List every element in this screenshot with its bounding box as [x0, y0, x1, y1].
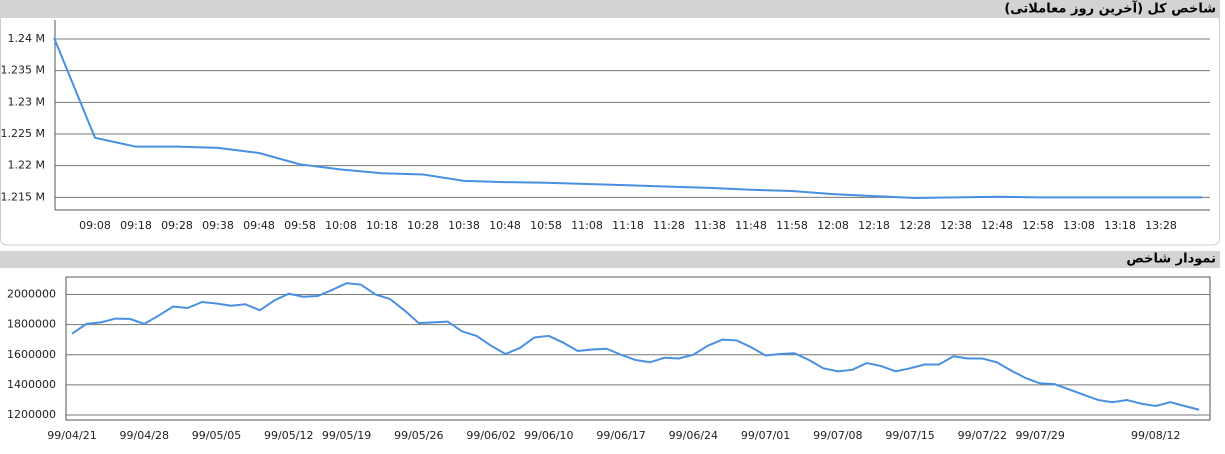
- x-tick-label: 09:28: [161, 219, 193, 232]
- x-tick-label: 10:08: [325, 219, 357, 232]
- x-tick-label: 11:18: [612, 219, 644, 232]
- x-tick-label: 99/06/02: [466, 429, 515, 442]
- panel-title: نمودار شاخص: [1126, 252, 1216, 267]
- y-tick-label: 1.23 M: [8, 95, 45, 108]
- y-tick-label: 1.215 M: [1, 190, 45, 203]
- x-tick-label: 99/06/17: [596, 429, 645, 442]
- x-tick-label: 11:58: [776, 219, 808, 232]
- x-tick-label: 13:18: [1104, 219, 1136, 232]
- x-tick-label: 13:28: [1145, 219, 1177, 232]
- x-tick-label: 09:58: [284, 219, 316, 232]
- x-tick-label: 99/06/10: [524, 429, 573, 442]
- x-tick-label: 11:38: [694, 219, 726, 232]
- x-tick-label: 99/07/15: [885, 429, 934, 442]
- y-tick-label: 1.225 M: [1, 127, 45, 140]
- x-tick-label: 09:18: [120, 219, 152, 232]
- x-tick-label: 12:38: [940, 219, 972, 232]
- x-tick-label: 12:08: [817, 219, 849, 232]
- y-tick-label: 1800000: [7, 318, 56, 331]
- x-tick-label: 99/05/19: [322, 429, 371, 442]
- x-tick-label: 12:48: [981, 219, 1013, 232]
- header-bar: [0, 0, 1220, 18]
- x-tick-label: 13:08: [1063, 219, 1095, 232]
- x-tick-label: 09:08: [79, 219, 111, 232]
- x-tick-label: 99/04/21: [47, 429, 96, 442]
- panel-title: شاخص کل (آخرین روز معاملاتی): [1004, 0, 1216, 17]
- x-tick-label: 99/08/12: [1131, 429, 1180, 442]
- y-tick-label: 1.22 M: [8, 159, 45, 172]
- x-tick-label: 99/07/29: [1015, 429, 1064, 442]
- y-tick-label: 1400000: [7, 378, 56, 391]
- x-tick-label: 99/07/22: [958, 429, 1007, 442]
- x-tick-label: 11:48: [735, 219, 767, 232]
- x-tick-label: 12:28: [899, 219, 931, 232]
- x-tick-label: 12:18: [858, 219, 890, 232]
- panel: [0, 18, 1220, 246]
- header-bar: [0, 251, 1220, 268]
- x-tick-label: 99/06/24: [669, 429, 718, 442]
- x-tick-label: 11:28: [653, 219, 685, 232]
- y-tick-label: 1200000: [7, 408, 56, 421]
- x-tick-label: 11:08: [571, 219, 603, 232]
- line: [53, 37, 1202, 199]
- x-tick-label: 99/05/12: [264, 429, 313, 442]
- x-tick-label: 10:48: [489, 219, 521, 232]
- y-tick-label: 1600000: [7, 348, 56, 361]
- x-tick-label: 10:58: [530, 219, 562, 232]
- line: [71, 282, 1200, 411]
- x-tick-label: 99/07/08: [813, 429, 862, 442]
- y-tick-label: 2000000: [7, 287, 56, 300]
- y-tick-label: 1.235 M: [1, 64, 45, 77]
- x-tick-label: 09:48: [243, 219, 275, 232]
- x-tick-label: 12:58: [1022, 219, 1054, 232]
- x-tick-label: 99/05/05: [192, 429, 241, 442]
- x-tick-label: 10:18: [366, 219, 398, 232]
- x-tick-label: 10:38: [448, 219, 480, 232]
- x-tick-label: 99/04/28: [120, 429, 169, 442]
- plot-frame: [65, 276, 1211, 421]
- x-tick-label: 99/05/26: [394, 429, 443, 442]
- x-tick-label: 10:28: [407, 219, 439, 232]
- x-tick-label: 09:38: [202, 219, 234, 232]
- x-tick-label: 99/07/01: [741, 429, 790, 442]
- y-tick-label: 1.24 M: [8, 32, 45, 45]
